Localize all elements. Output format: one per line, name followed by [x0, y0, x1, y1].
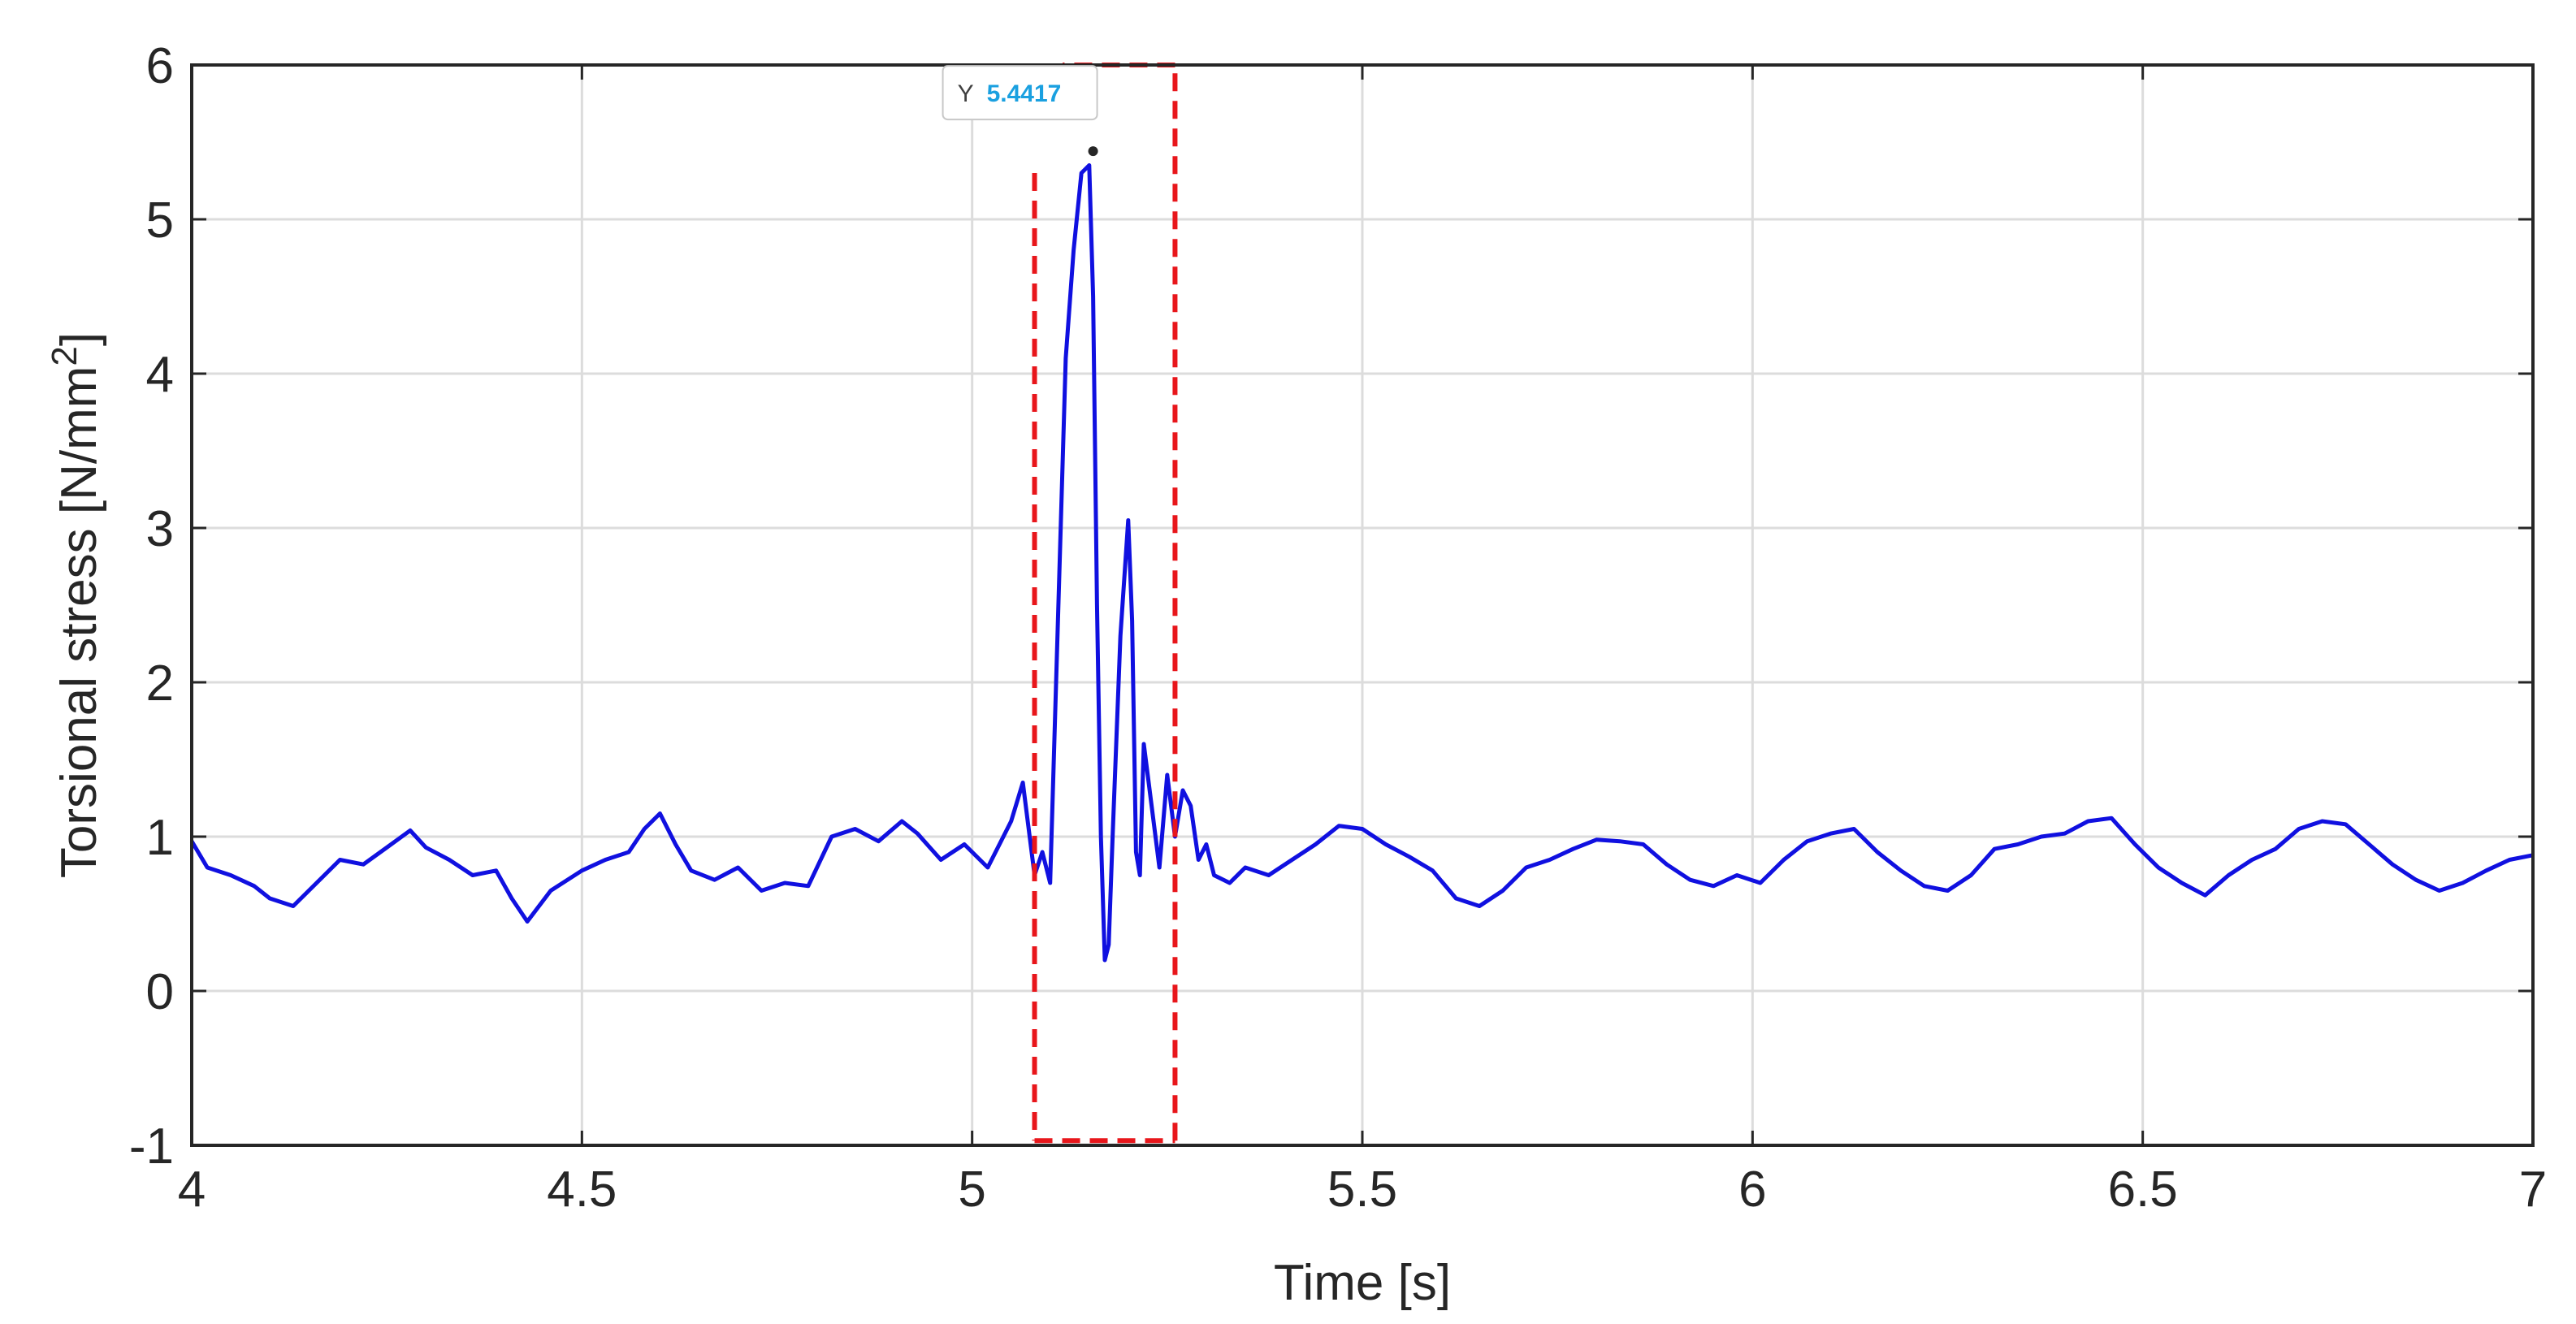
x-tick-label: 5: [958, 1162, 985, 1218]
datatip[interactable]: Y 5.4417: [942, 65, 1098, 157]
series-line: [189, 163, 2534, 963]
x-tick-label: 4: [178, 1162, 206, 1218]
datatip-box: [942, 65, 1098, 121]
y-tick-label: 2: [146, 656, 174, 712]
tick-labels: 4 4.5 5 5.5 6 6.5 7 -1 0 1 2 3 4 5 6: [129, 38, 2547, 1218]
x-tick-label: 7: [2519, 1162, 2547, 1218]
y-tick-label: 1: [146, 810, 174, 866]
x-tick-label: 5.5: [1327, 1162, 1397, 1218]
x-axis-title: Time [s]: [1274, 1255, 1451, 1311]
x-tick-label: 6: [1738, 1162, 1766, 1218]
x-tick-label: 4.5: [547, 1162, 617, 1218]
datatip-key: Y: [958, 80, 974, 107]
y-axis-title-superscript: 2: [45, 346, 84, 366]
y-tick-label: 5: [146, 193, 174, 249]
x-tick-label: 6.5: [2108, 1162, 2178, 1218]
y-tick-label: -1: [129, 1118, 174, 1175]
datatip-value: 5.4417: [987, 80, 1062, 107]
y-axis-title-end: ]: [51, 332, 107, 346]
series-layer: [189, 163, 2534, 963]
y-axis-title-main: Torsional stress [N/mm: [51, 366, 107, 878]
y-tick-label: 6: [146, 38, 174, 94]
datatip-marker: [1088, 146, 1098, 157]
y-axis-title: Torsional stress [N/mm2]: [45, 332, 107, 878]
y-tick-label: 0: [146, 964, 174, 1020]
y-tick-label: 4: [146, 347, 174, 403]
y-tick-label: 3: [146, 501, 174, 557]
